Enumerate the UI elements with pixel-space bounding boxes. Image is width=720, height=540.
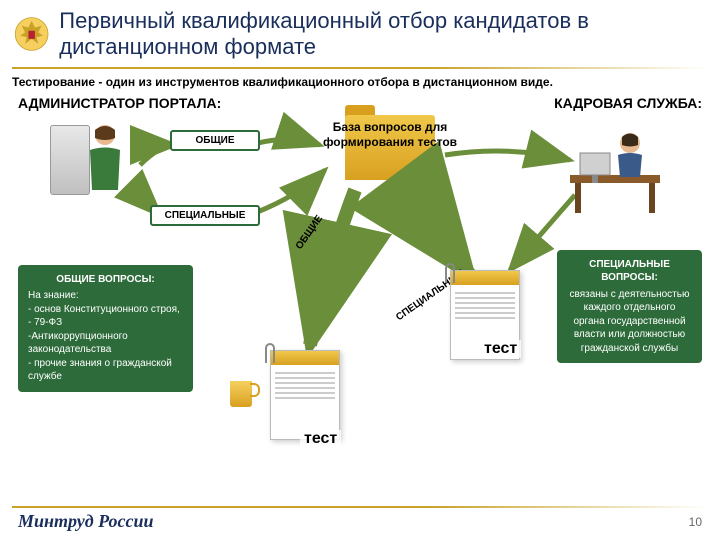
callout-special-title: СПЕЦИАЛЬНЫЕ ВОПРОСЫ: bbox=[567, 258, 692, 285]
paperclip-icon bbox=[265, 343, 275, 363]
document-1 bbox=[270, 350, 340, 440]
footer-org: Минтруд России bbox=[18, 511, 153, 532]
callout-special: СПЕЦИАЛЬНЫЕ ВОПРОСЫ: связаны с деятельно… bbox=[557, 250, 702, 364]
tag-special: СПЕЦИАЛЬНЫЕ bbox=[150, 205, 260, 226]
test-label-1: тест bbox=[300, 430, 341, 448]
person-admin-icon bbox=[80, 120, 130, 200]
callout-general-body: На знание: - основ Конституционного стро… bbox=[28, 289, 183, 384]
diagram-area: АДМИНИСТРАТОР ПОРТАЛА: КАДРОВАЯ СЛУЖБА: bbox=[0, 95, 720, 475]
callout-special-body: связаны с деятельностью каждого отдельно… bbox=[567, 288, 692, 356]
tag-general: ОБЩИЕ bbox=[170, 130, 260, 151]
emblem-icon bbox=[12, 10, 51, 58]
hr-illustration bbox=[560, 125, 670, 220]
footer-underline bbox=[12, 506, 708, 508]
header-underline bbox=[12, 67, 708, 69]
database-box: База вопросов для формирования тестов bbox=[320, 120, 460, 151]
test-label-2: тест bbox=[480, 340, 521, 358]
paperclip-icon bbox=[445, 263, 455, 283]
folder-tab-icon bbox=[345, 105, 375, 117]
subtitle: Тестирование - один из инструментов квал… bbox=[0, 75, 720, 95]
callout-general: ОБЩИЕ ВОПРОСЫ: На знание: - основ Консти… bbox=[18, 265, 193, 392]
header: Первичный квалификационный отбор кандида… bbox=[0, 0, 720, 65]
page-number: 10 bbox=[689, 515, 702, 529]
database-label: База вопросов для формирования тестов bbox=[323, 120, 457, 150]
person-desk-icon bbox=[560, 125, 670, 215]
page-title: Первичный квалификационный отбор кандида… bbox=[59, 8, 708, 61]
hr-role-label: КАДРОВАЯ СЛУЖБА: bbox=[554, 95, 702, 111]
cup-icon bbox=[230, 375, 258, 407]
callout-general-title: ОБЩИЕ ВОПРОСЫ: bbox=[28, 273, 183, 287]
admin-role-label: АДМИНИСТРАТОР ПОРТАЛА: bbox=[18, 95, 221, 111]
footer: Минтруд России 10 bbox=[0, 511, 720, 532]
admin-illustration bbox=[50, 125, 90, 200]
arrow-label-general: ОБЩИЕ bbox=[294, 213, 325, 251]
